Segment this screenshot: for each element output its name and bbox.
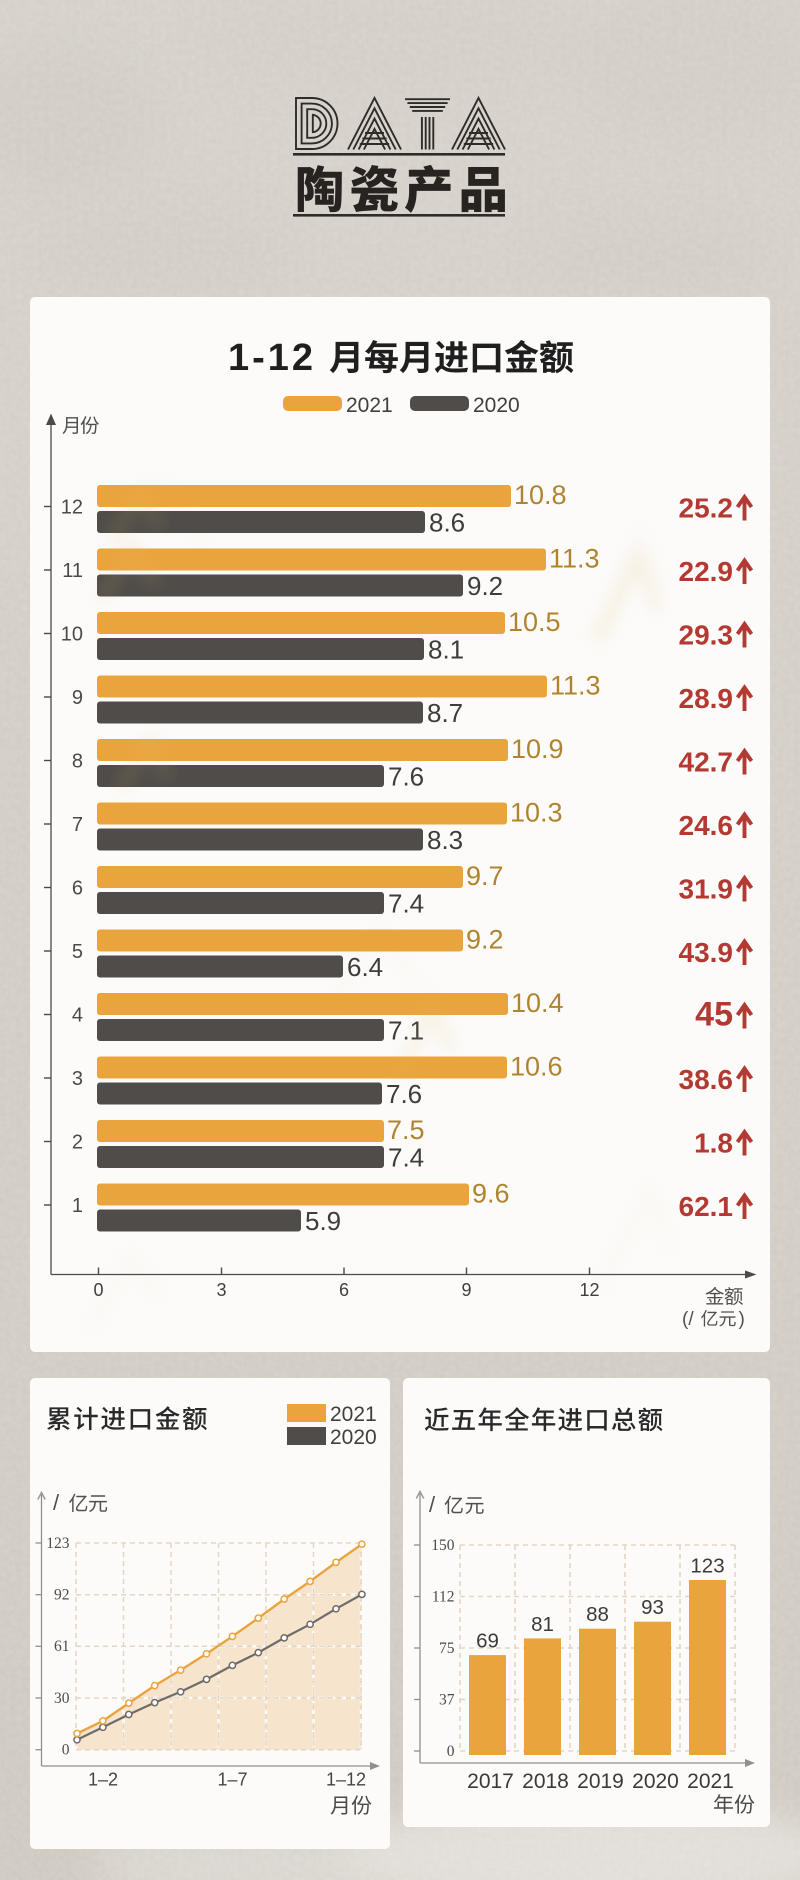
svg-text:8: 8 bbox=[72, 751, 83, 773]
svg-text:11.3: 11.3 bbox=[549, 544, 600, 574]
svg-text:(/: (/ bbox=[682, 1309, 694, 1330]
svg-text:31.9: 31.9 bbox=[679, 874, 734, 905]
svg-text:1.8: 1.8 bbox=[694, 1128, 733, 1159]
svg-text:30: 30 bbox=[54, 1690, 70, 1707]
svg-text:61: 61 bbox=[54, 1638, 70, 1655]
svg-text:1: 1 bbox=[72, 1195, 83, 1217]
svg-text:5: 5 bbox=[72, 941, 83, 963]
svg-text:28.9: 28.9 bbox=[679, 683, 734, 714]
svg-text:81: 81 bbox=[531, 1613, 554, 1636]
svg-text:10: 10 bbox=[61, 624, 83, 646]
svg-text:8.7: 8.7 bbox=[427, 698, 463, 728]
svg-text:0: 0 bbox=[62, 1742, 70, 1759]
svg-text:/: / bbox=[429, 1492, 436, 1517]
svg-text:7.6: 7.6 bbox=[388, 762, 424, 792]
svg-text:9: 9 bbox=[461, 1280, 471, 1300]
svg-text:62.1: 62.1 bbox=[679, 1191, 734, 1222]
svg-text:88: 88 bbox=[586, 1603, 609, 1626]
svg-text:9.7: 9.7 bbox=[466, 861, 504, 891]
svg-text:5.9: 5.9 bbox=[305, 1206, 341, 1236]
svg-text:69: 69 bbox=[476, 1630, 499, 1653]
svg-text:0: 0 bbox=[447, 1743, 455, 1760]
svg-text:12: 12 bbox=[61, 497, 83, 519]
svg-text:92: 92 bbox=[54, 1587, 70, 1604]
svg-text:75: 75 bbox=[439, 1640, 455, 1657]
svg-text:123: 123 bbox=[690, 1555, 724, 1578]
svg-text:7.4: 7.4 bbox=[388, 889, 424, 919]
svg-text:37: 37 bbox=[439, 1692, 455, 1709]
svg-text:10.9: 10.9 bbox=[511, 734, 564, 764]
svg-text:45: 45 bbox=[695, 996, 733, 1034]
svg-text:9: 9 bbox=[72, 687, 83, 709]
svg-text:2021: 2021 bbox=[330, 1403, 377, 1426]
svg-text:/: / bbox=[53, 1490, 60, 1515]
svg-text:): ) bbox=[739, 1309, 745, 1330]
svg-text:11.3: 11.3 bbox=[550, 671, 601, 701]
svg-text:2018: 2018 bbox=[522, 1770, 569, 1793]
svg-text:8.6: 8.6 bbox=[429, 508, 465, 538]
svg-text:7: 7 bbox=[72, 814, 83, 836]
svg-text:2: 2 bbox=[72, 1132, 83, 1154]
svg-text:93: 93 bbox=[641, 1596, 664, 1619]
svg-text:11: 11 bbox=[62, 560, 83, 582]
svg-text:24.6: 24.6 bbox=[679, 810, 734, 841]
svg-text:29.3: 29.3 bbox=[679, 620, 734, 651]
svg-text:10.6: 10.6 bbox=[510, 1052, 563, 1082]
svg-text:2019: 2019 bbox=[577, 1770, 624, 1793]
svg-text:25.2: 25.2 bbox=[679, 493, 734, 524]
svg-text:3: 3 bbox=[72, 1068, 83, 1090]
svg-text:4: 4 bbox=[72, 1005, 83, 1027]
svg-text:2020: 2020 bbox=[473, 394, 520, 417]
svg-text:123: 123 bbox=[46, 1535, 70, 1552]
svg-text:1–12: 1–12 bbox=[326, 1770, 366, 1790]
svg-text:8.3: 8.3 bbox=[427, 825, 463, 855]
svg-text:6.4: 6.4 bbox=[347, 952, 383, 982]
svg-text:9.6: 9.6 bbox=[472, 1179, 510, 1209]
svg-text:10.4: 10.4 bbox=[511, 988, 564, 1018]
svg-text:7.4: 7.4 bbox=[388, 1143, 424, 1173]
svg-text:0: 0 bbox=[93, 1280, 103, 1300]
svg-text:38.6: 38.6 bbox=[679, 1064, 734, 1095]
svg-text:9.2: 9.2 bbox=[466, 925, 504, 955]
svg-text:2017: 2017 bbox=[467, 1770, 514, 1793]
svg-text:12: 12 bbox=[579, 1280, 599, 1300]
svg-text:150: 150 bbox=[431, 1537, 455, 1554]
svg-text:2020: 2020 bbox=[330, 1426, 377, 1449]
svg-text:6: 6 bbox=[339, 1280, 349, 1300]
svg-text:2021: 2021 bbox=[346, 394, 393, 417]
svg-text:112: 112 bbox=[432, 1589, 455, 1606]
svg-text:3: 3 bbox=[216, 1280, 226, 1300]
svg-text:1–2: 1–2 bbox=[88, 1770, 118, 1790]
svg-text:22.9: 22.9 bbox=[679, 556, 734, 587]
svg-text:42.7: 42.7 bbox=[679, 747, 734, 778]
svg-text:6: 6 bbox=[72, 878, 83, 900]
svg-text:1–7: 1–7 bbox=[217, 1770, 247, 1790]
svg-text:10.5: 10.5 bbox=[508, 607, 561, 637]
svg-text:2020: 2020 bbox=[632, 1770, 679, 1793]
svg-text:2021: 2021 bbox=[687, 1770, 734, 1793]
svg-text:7.5: 7.5 bbox=[387, 1115, 425, 1145]
svg-text:9.2: 9.2 bbox=[467, 571, 503, 601]
svg-text:10.8: 10.8 bbox=[514, 480, 567, 510]
svg-text:8.1: 8.1 bbox=[428, 635, 464, 665]
svg-text:10.3: 10.3 bbox=[510, 798, 563, 828]
svg-text:43.9: 43.9 bbox=[679, 937, 734, 968]
svg-text:1-12: 1-12 bbox=[228, 337, 316, 379]
svg-text:7.6: 7.6 bbox=[386, 1079, 422, 1109]
